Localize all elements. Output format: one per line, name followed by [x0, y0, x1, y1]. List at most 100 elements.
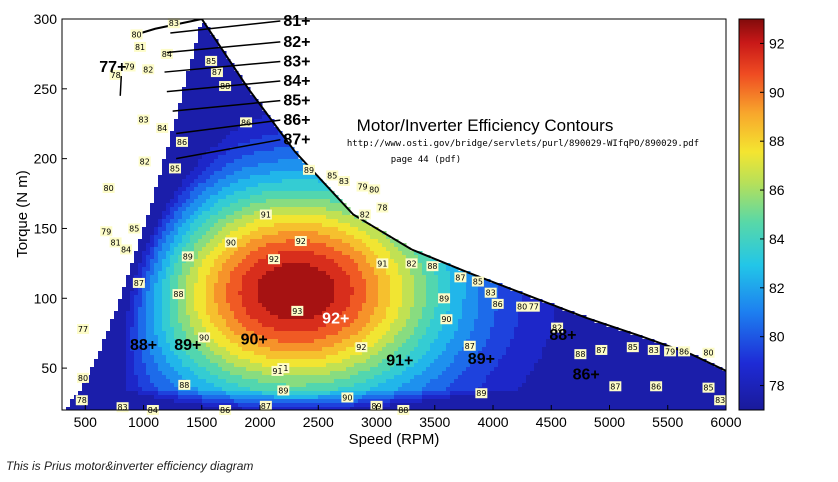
contour-cell [254, 211, 259, 216]
contour-cell [214, 319, 219, 324]
contour-cell [242, 159, 247, 164]
contour-cell [310, 207, 315, 212]
contour-cell [358, 331, 363, 336]
contour-cell [310, 295, 315, 300]
contour-cell [126, 299, 131, 304]
contour-cell [622, 343, 627, 348]
contour-cell [478, 351, 483, 356]
contour-cell [246, 235, 251, 240]
contour-cell [286, 195, 291, 200]
contour-cell [546, 339, 551, 344]
contour-cell [190, 83, 195, 88]
contour-cell [418, 275, 423, 280]
contour-cell [178, 315, 183, 320]
contour-cell [442, 347, 447, 352]
contour-cell [222, 339, 227, 344]
contour-cell [158, 343, 163, 348]
contour-cell [158, 323, 163, 328]
contour-cell [242, 319, 247, 324]
contour-cell [310, 363, 315, 368]
contour-cell [178, 239, 183, 244]
contour-cell [230, 119, 235, 124]
contour-cell [306, 243, 311, 248]
contour-cell [326, 323, 331, 328]
contour-cell [430, 275, 435, 280]
contour-cell [202, 311, 207, 316]
contour-cell [170, 255, 175, 260]
contour-cell [414, 319, 419, 324]
contour-cell [126, 343, 131, 348]
contour-cell [178, 187, 183, 192]
contour-cell [218, 283, 223, 288]
contour-cell [186, 143, 191, 148]
contour-cell [182, 315, 187, 320]
contour-cell [342, 215, 347, 220]
contour-cell [578, 315, 583, 320]
contour-cell [258, 223, 263, 228]
contour-cell [246, 219, 251, 224]
contour-cell [142, 263, 147, 268]
contour-cell [278, 223, 283, 228]
contour-cell [394, 327, 399, 332]
contour-cell [518, 335, 523, 340]
contour-cell [350, 299, 355, 304]
contour-cell [226, 187, 231, 192]
contour-cell [258, 315, 263, 320]
contour-cell [366, 363, 371, 368]
contour-cell [386, 355, 391, 360]
contour-cell [198, 63, 203, 68]
contour-cell [370, 279, 375, 284]
contour-cell [550, 351, 555, 356]
contour-cell [358, 359, 363, 364]
contour-cell [266, 323, 271, 328]
contour-cell [430, 355, 435, 360]
contour-cell [614, 339, 619, 344]
contour-cell [422, 355, 427, 360]
contour-cell [310, 215, 315, 220]
contour-cell [598, 339, 603, 344]
contour-cell [290, 227, 295, 232]
contour-cell [194, 307, 199, 312]
contour-cell [238, 175, 243, 180]
contour-cell [214, 343, 219, 348]
contour-cell [266, 299, 271, 304]
contour-cell [374, 355, 379, 360]
contour-cell [414, 335, 419, 340]
contour-cell [142, 315, 147, 320]
contour-cell [574, 327, 579, 332]
contour-cell [126, 355, 131, 360]
contour-cell [138, 351, 143, 356]
contour-cell [198, 291, 203, 296]
contour-cell [274, 127, 279, 132]
contour-cell [154, 299, 159, 304]
contour-cell [366, 327, 371, 332]
contour-cell [278, 359, 283, 364]
contour-cell [294, 163, 299, 168]
contour-cell [250, 211, 255, 216]
contour-cell [210, 251, 215, 256]
contour-cell [254, 127, 259, 132]
contour-cell [230, 363, 235, 368]
contour-cell [238, 363, 243, 368]
contour-cell [466, 363, 471, 368]
contour-cell [258, 239, 263, 244]
contour-cell [534, 311, 539, 316]
contour-cell [270, 323, 275, 328]
contour-cell [122, 315, 127, 320]
contour-cell [198, 315, 203, 320]
contour-cell [266, 339, 271, 344]
contour-cell [314, 255, 319, 260]
contour-cell [270, 271, 275, 276]
contour-cell [202, 123, 207, 128]
contour-cell [194, 187, 199, 192]
contour-cell [134, 347, 139, 352]
contour-cell [198, 275, 203, 280]
contour-cell [262, 247, 267, 252]
contour-cell [154, 339, 159, 344]
contour-cell [270, 303, 275, 308]
contour-cell [190, 311, 195, 316]
contour-cell [170, 291, 175, 296]
contour-cell [274, 219, 279, 224]
contour-cell [474, 287, 479, 292]
